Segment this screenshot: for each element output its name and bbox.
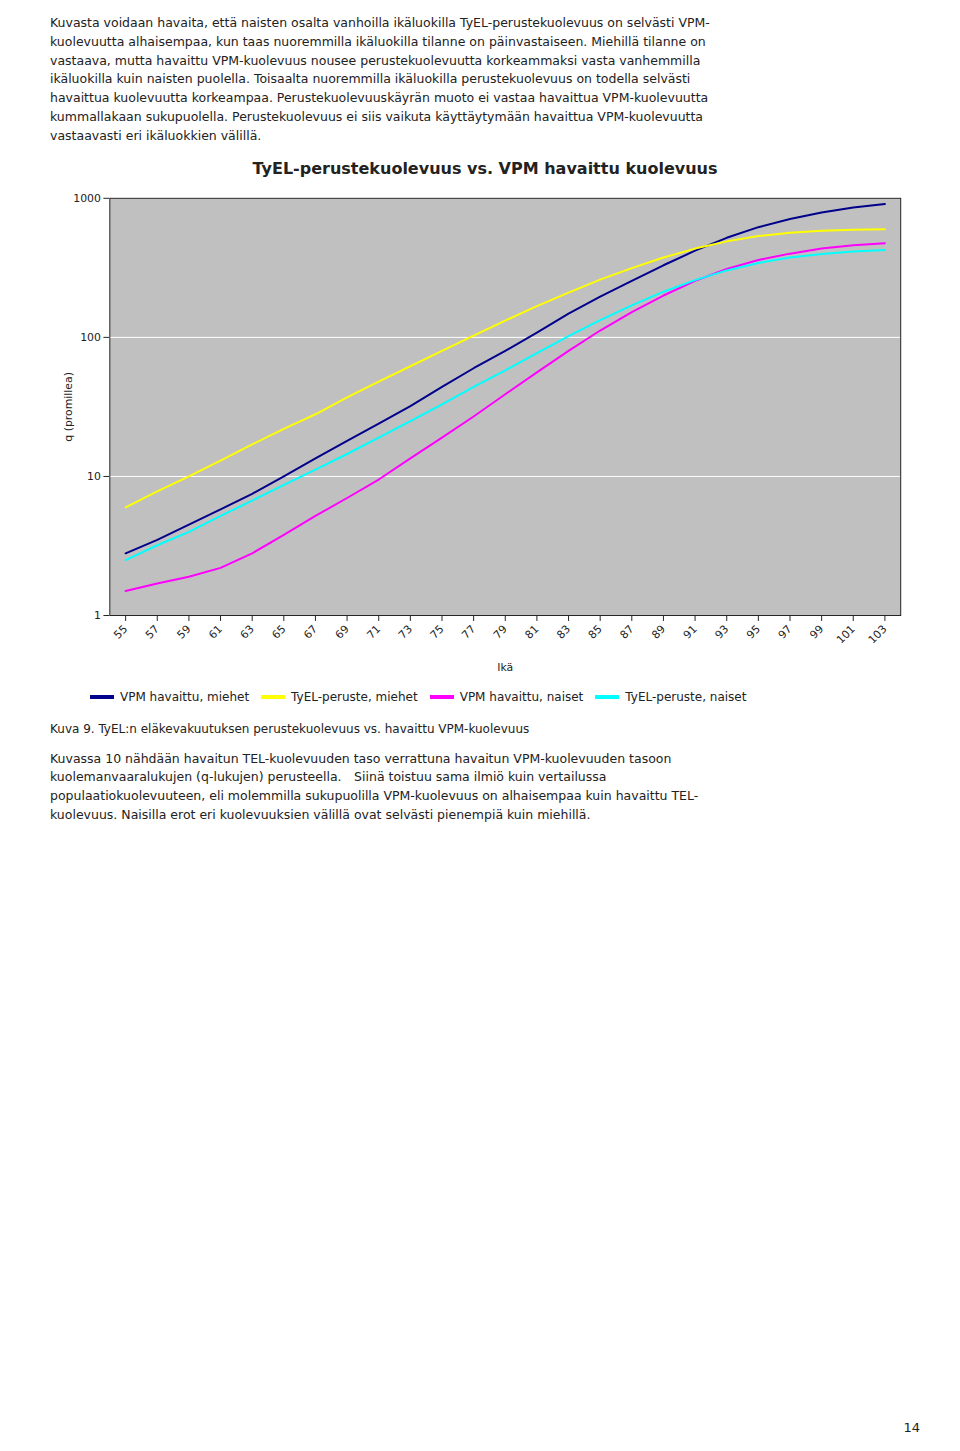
- svg-text:57: 57: [143, 623, 162, 642]
- svg-text:100: 100: [80, 331, 101, 344]
- svg-text:77: 77: [459, 623, 478, 642]
- html-text:Kuvassa 10 nähdään havaitun TE: Kuvassa 10 nähdään havaitun TEL-kuolevuu…: [50, 750, 699, 822]
- svg-text:101: 101: [834, 623, 858, 647]
- html-text:14: 14: [903, 1420, 920, 1435]
- svg-text:87: 87: [617, 623, 636, 642]
- svg-text:83: 83: [554, 623, 573, 642]
- svg-text:99: 99: [807, 623, 826, 642]
- svg-text:89: 89: [649, 623, 668, 642]
- svg-text:85: 85: [586, 623, 605, 642]
- svg-text:59: 59: [175, 623, 194, 642]
- html-text:Kuva 9. TyEL:n eläkevakuutukse: Kuva 9. TyEL:n eläkevakuutuksen perustek…: [50, 721, 530, 736]
- html-text:VPM havaittu, naiset: VPM havaittu, naiset: [459, 690, 584, 705]
- html-text:TyEL-peruste, naiset: TyEL-peruste, naiset: [625, 690, 747, 705]
- svg-text:93: 93: [712, 623, 731, 642]
- svg-text:75: 75: [428, 623, 447, 642]
- svg-text:67: 67: [301, 623, 320, 642]
- svg-text:81: 81: [523, 623, 542, 642]
- svg-text:Ikä: Ikä: [497, 661, 513, 674]
- svg-text:91: 91: [681, 623, 700, 642]
- html-text:TyEL-perustekuolevuus vs. VPM: TyEL-perustekuolevuus vs. VPM havaittu k…: [252, 159, 718, 179]
- svg-text:103: 103: [866, 623, 890, 647]
- html-text:TyEL-peruste, miehet: TyEL-peruste, miehet: [291, 690, 418, 705]
- svg-text:73: 73: [396, 623, 415, 642]
- svg-text:10: 10: [87, 470, 101, 483]
- svg-text:61: 61: [206, 623, 225, 642]
- svg-text:65: 65: [269, 623, 288, 642]
- svg-text:97: 97: [776, 623, 795, 642]
- html-text:Kuvasta voidaan havaita, että: Kuvasta voidaan havaita, että naisten os…: [50, 15, 710, 143]
- svg-text:q (promillea): q (promillea): [62, 372, 75, 442]
- svg-text:63: 63: [238, 623, 257, 642]
- html-text:VPM havaittu, miehet: VPM havaittu, miehet: [120, 690, 250, 705]
- svg-text:69: 69: [333, 623, 352, 642]
- svg-text:79: 79: [491, 623, 510, 642]
- svg-text:95: 95: [744, 623, 763, 642]
- svg-text:1: 1: [94, 609, 101, 622]
- svg-text:55: 55: [111, 623, 130, 642]
- svg-text:1000: 1000: [73, 192, 101, 205]
- svg-text:71: 71: [364, 623, 383, 642]
